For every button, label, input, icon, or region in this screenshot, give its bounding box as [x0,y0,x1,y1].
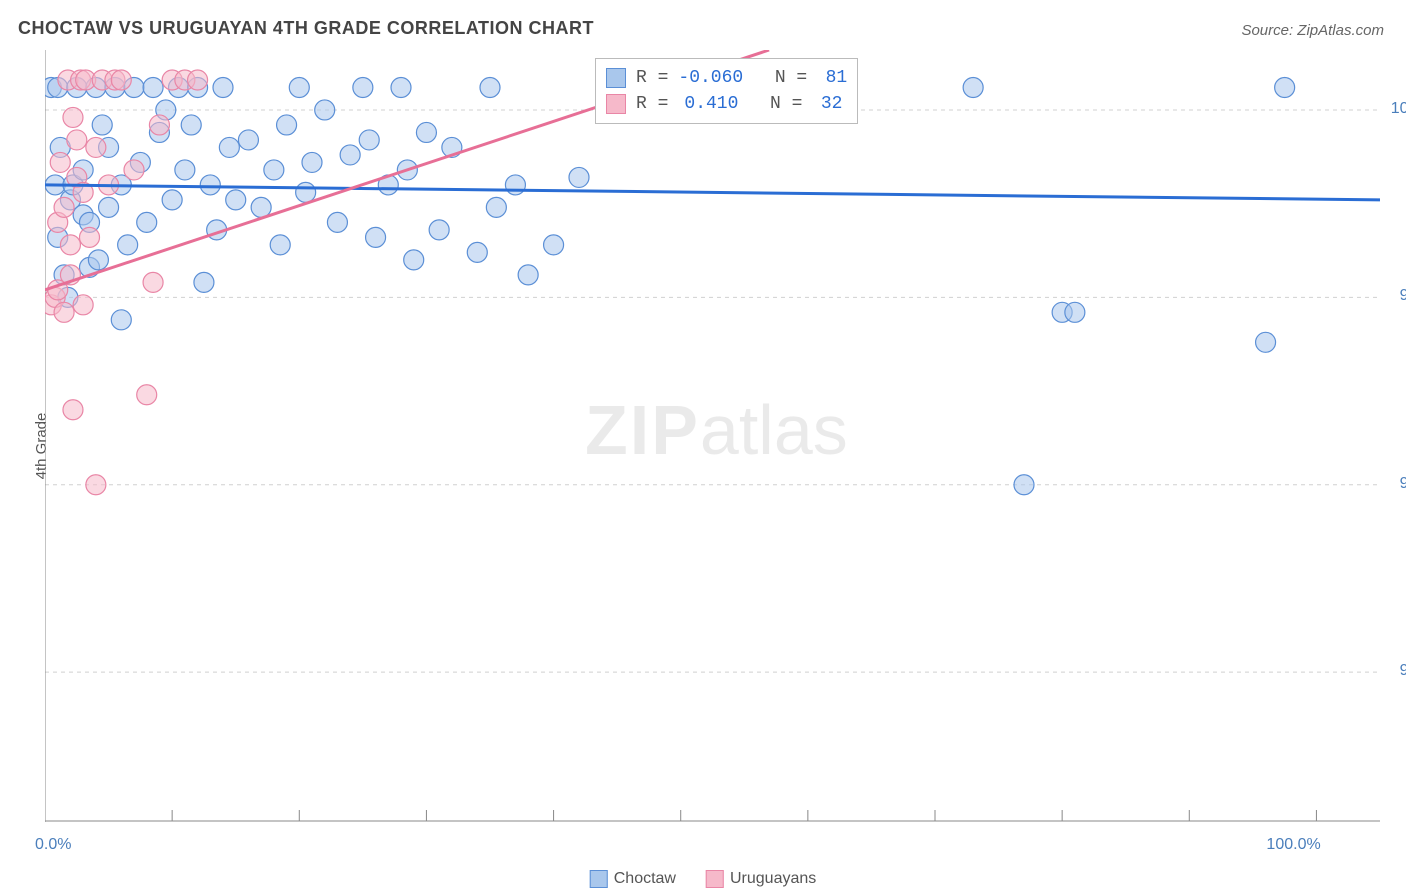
data-point [63,400,83,420]
data-point [219,137,239,157]
legend: Choctaw Uruguayans [590,870,817,888]
data-point [124,160,144,180]
stats-n-label: N = [748,94,802,114]
data-point [143,272,163,292]
data-point [99,197,119,217]
data-point [296,182,316,202]
data-point [137,385,157,405]
data-point [467,242,487,262]
data-point [162,190,182,210]
data-point [67,130,87,150]
data-point [143,77,163,97]
data-point [486,197,506,217]
y-tick-label: 97.5% [1400,287,1406,305]
legend-swatch [590,870,608,888]
stats-row: R = -0.060 N = 81 [606,65,847,91]
data-point [149,115,169,135]
legend-swatch [606,94,626,114]
data-point [359,130,379,150]
data-point [480,77,500,97]
data-point [1014,475,1034,495]
legend-swatch [706,870,724,888]
data-point [315,100,335,120]
stats-r-value: -0.060 [678,68,743,88]
data-point [194,272,214,292]
data-point [238,130,258,150]
data-point [404,250,424,270]
data-point [277,115,297,135]
data-point [54,302,74,322]
data-point [200,175,220,195]
x-tick-label: 100.0% [1266,836,1320,854]
data-point [213,77,233,97]
x-tick-label: 0.0% [35,836,71,854]
source-attribution: Source: ZipAtlas.com [1241,22,1384,39]
stats-n-value: 32 [812,94,842,114]
data-point [88,250,108,270]
data-point [181,115,201,135]
stats-n-label: N = [753,68,807,88]
data-point [63,107,83,127]
data-point [111,70,131,90]
data-point [86,137,106,157]
data-point [1275,77,1295,97]
stats-r-label: R = [636,94,668,114]
chart-title: CHOCTAW VS URUGUAYAN 4TH GRADE CORRELATI… [18,18,594,39]
stats-row: R = 0.410 N = 32 [606,91,847,117]
data-point [175,160,195,180]
stats-r-value: 0.410 [678,94,738,114]
data-point [86,475,106,495]
legend-item: Choctaw [590,870,676,888]
data-point [188,70,208,90]
data-point [92,115,112,135]
y-tick-label: 95.0% [1400,475,1406,493]
data-point [963,77,983,97]
data-point [60,235,80,255]
data-point [1065,302,1085,322]
data-point [429,220,449,240]
chart-container: CHOCTAW VS URUGUAYAN 4TH GRADE CORRELATI… [0,0,1406,892]
y-tick-label: 92.5% [1400,662,1406,680]
data-point [544,235,564,255]
legend-label: Choctaw [614,870,676,887]
data-point [264,160,284,180]
correlation-stats-box: R =-0.060 N =81R =0.410 N =32 [595,58,858,124]
data-point [137,212,157,232]
data-point [73,295,93,315]
data-point [327,212,347,232]
legend-item: Uruguayans [706,870,816,888]
data-point [505,175,525,195]
data-point [289,77,309,97]
data-point [54,197,74,217]
data-point [353,77,373,97]
data-point [340,145,360,165]
data-point [226,190,246,210]
data-point [1256,332,1276,352]
legend-label: Uruguayans [730,870,816,887]
data-point [518,265,538,285]
data-point [80,227,100,247]
data-point [111,310,131,330]
data-point [569,167,589,187]
stats-r-label: R = [636,68,668,88]
legend-swatch [606,68,626,88]
data-point [302,152,322,172]
data-point [391,77,411,97]
data-point [118,235,138,255]
plot-area: 92.5%95.0%97.5%100.0% 0.0%100.0% R =-0.0… [45,50,1380,822]
scatter-plot-svg [45,50,1380,822]
y-tick-label: 100.0% [1391,100,1406,118]
data-point [270,235,290,255]
data-point [50,152,70,172]
data-point [366,227,386,247]
data-point [416,122,436,142]
stats-n-value: 81 [817,68,847,88]
